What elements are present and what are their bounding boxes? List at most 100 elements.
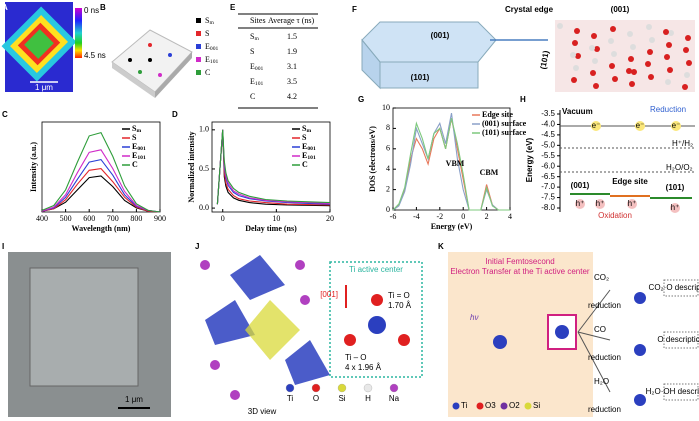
y-tick-label: -4.0 — [541, 120, 555, 129]
data-line — [392, 118, 510, 211]
table-cell: E001 — [250, 62, 263, 72]
light-label: hν — [470, 313, 478, 322]
facet-label: (001) — [571, 181, 590, 190]
x-tick-label: 20 — [326, 214, 334, 223]
x-tick-label: 10 — [272, 214, 280, 223]
table-header: Average τ (ns) — [268, 16, 314, 25]
panel-letter: H — [520, 95, 526, 104]
legend-label: H — [365, 394, 371, 403]
legend-label: E101 — [132, 151, 146, 161]
atom — [591, 33, 597, 39]
atom — [610, 26, 616, 32]
legend-marker — [196, 31, 201, 36]
legend-label: Sm — [302, 124, 311, 134]
legend-marker — [311, 383, 321, 393]
y-tick-label: 1.0 — [199, 125, 209, 134]
panel-letter: C — [2, 110, 8, 119]
step-result: CO₂·O description — [649, 283, 699, 292]
o-atom — [371, 294, 383, 306]
scale-label: 1 μm — [35, 83, 53, 92]
electron-label: e⁻ — [672, 121, 681, 130]
result-box — [663, 279, 699, 297]
y-tick-label: -6.0 — [541, 161, 555, 170]
legend-label: C — [302, 160, 308, 169]
atom — [592, 58, 598, 64]
atom — [570, 52, 576, 58]
step-result: O description — [657, 335, 699, 344]
atom — [609, 63, 615, 69]
panel-letter: J — [195, 242, 199, 251]
x-tick-label: -4 — [413, 212, 420, 221]
legend-marker — [196, 18, 201, 23]
legend-label: Ti — [461, 401, 468, 410]
polyhedron — [245, 300, 300, 360]
atom — [590, 70, 596, 76]
plate-side — [112, 62, 155, 98]
x-tick-label: 0 — [221, 214, 225, 223]
facet-label: (101) — [666, 183, 685, 192]
atom — [686, 60, 692, 66]
tetrahedron — [285, 340, 330, 385]
y-tick-label: 0.0 — [199, 203, 209, 212]
x-tick-label: 700 — [107, 214, 119, 223]
legend-label: O3 — [485, 401, 496, 410]
hole-label: h⁺ — [576, 199, 585, 208]
panel-letter: K — [438, 242, 444, 251]
colorbar-label: 0 ns — [84, 6, 99, 15]
table-cell: Sm — [250, 32, 259, 42]
atom — [612, 76, 618, 82]
electron-label: e⁻ — [592, 121, 601, 130]
y-axis-label: Normalized intensity — [187, 131, 196, 202]
hole — [627, 199, 637, 209]
y-tick-label: 0 — [386, 205, 390, 214]
data-line — [216, 129, 331, 205]
atom — [646, 24, 652, 30]
electron-label: e⁻ — [636, 121, 645, 130]
legend-marker — [363, 383, 373, 393]
step-molecule: CO₂ — [594, 273, 609, 282]
legend-marker — [196, 44, 201, 49]
y-tick-label: 10 — [382, 103, 390, 112]
arrow — [577, 289, 611, 333]
colorbar-label: 4.5 ns — [84, 51, 106, 60]
level-label: Vacuum — [562, 107, 593, 116]
electron — [591, 121, 601, 131]
y-axis-label: DOS (electrons/eV) — [368, 126, 377, 192]
ti-atom — [555, 325, 569, 339]
site-point — [138, 70, 142, 74]
step-action: reduction — [588, 405, 621, 414]
data-line — [216, 129, 331, 206]
bond-label: Ti – O — [345, 353, 366, 362]
k-title: Initial Femtosecond Electron Transfer at … — [450, 257, 590, 276]
step-action: reduction — [588, 301, 621, 310]
table-header: Sites — [250, 16, 266, 25]
atom — [626, 68, 632, 74]
legend-label: Edge site — [482, 110, 513, 119]
legend-marker — [389, 383, 399, 393]
panel-letter: G — [358, 95, 364, 104]
table-cell: E101 — [250, 77, 263, 87]
x-tick-label: 2 — [485, 212, 489, 221]
atom — [628, 56, 634, 62]
atom — [629, 81, 635, 87]
table-cell: S — [250, 47, 254, 56]
panel-letter: D — [172, 110, 178, 119]
atom — [573, 65, 579, 71]
data-line — [41, 168, 161, 213]
o-atom — [398, 334, 410, 346]
legend-marker — [196, 70, 201, 75]
plot-frame — [392, 107, 511, 211]
result-box — [663, 331, 699, 349]
atom — [574, 28, 580, 34]
atom — [557, 23, 563, 29]
atom — [649, 37, 655, 43]
y-tick-label: 8 — [386, 123, 390, 132]
hole — [670, 203, 680, 213]
panel-letter: I — [2, 242, 4, 251]
table-cell: 1.5 — [287, 32, 297, 41]
legend-label: E001 — [302, 142, 316, 152]
legend-marker — [452, 402, 460, 410]
legend-label: (101) surface — [482, 128, 527, 137]
legend-label: C — [205, 68, 210, 77]
x-tick-label: 600 — [83, 214, 95, 223]
